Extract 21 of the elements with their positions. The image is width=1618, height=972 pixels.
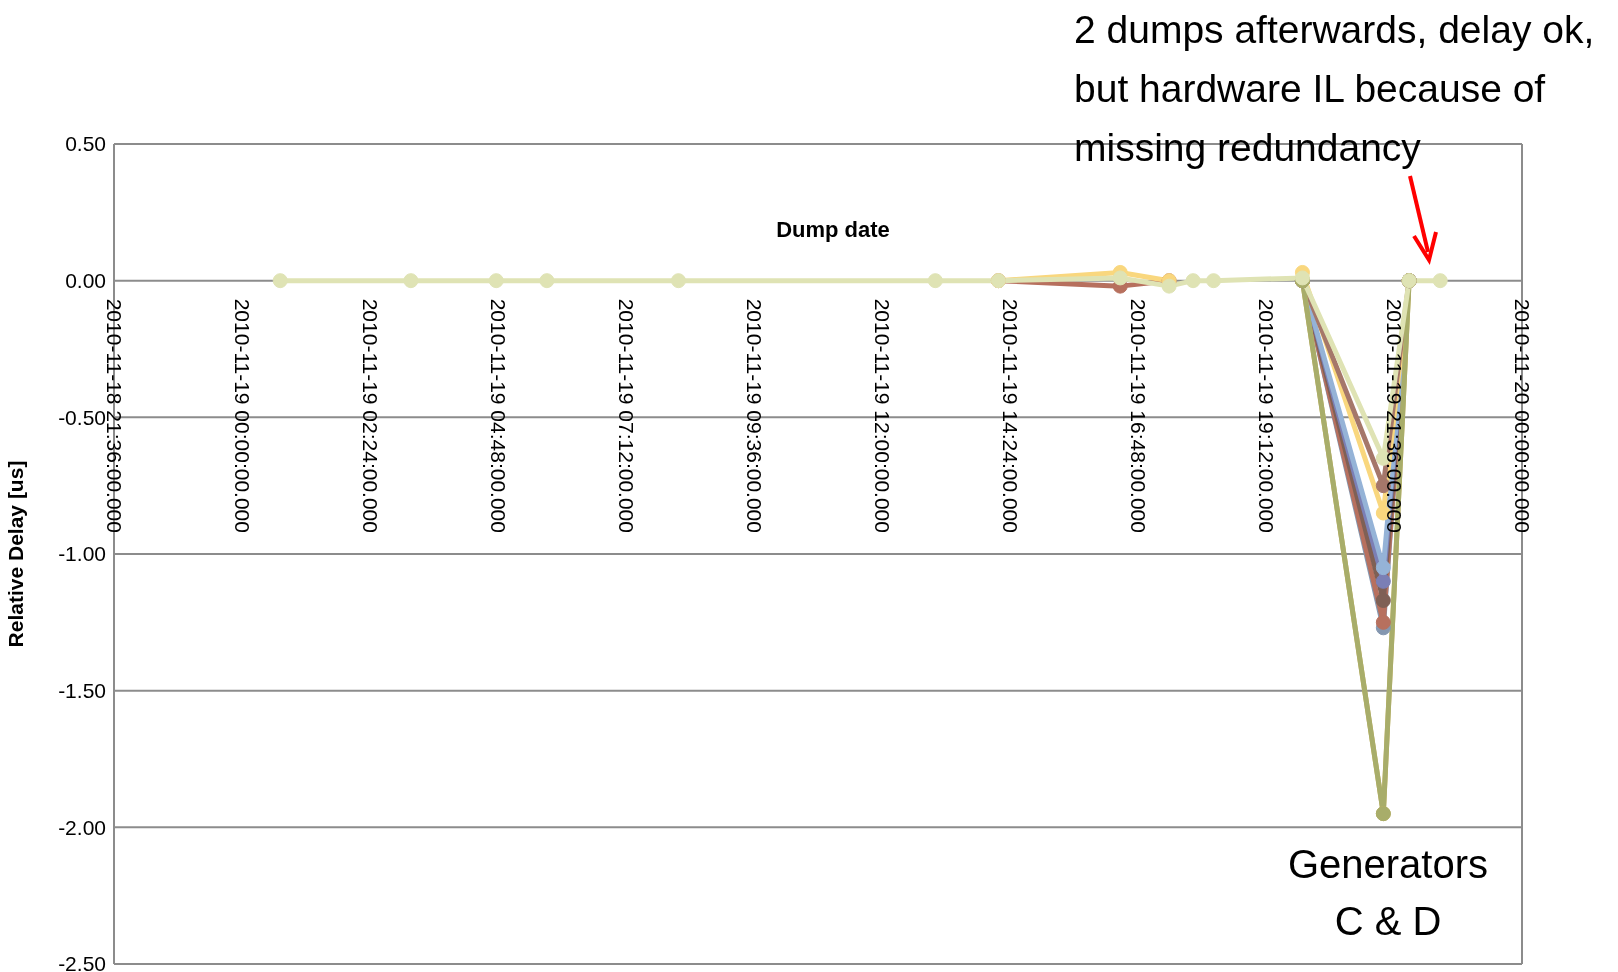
annotation: 2 dumps afterwards, delay ok, but hardware IL because of missing redundancy [1074, 7, 1596, 171]
y-axis-title: Relative Delay [us] [4, 460, 28, 648]
x-tick-label: 2010-11-19 14:24:00.000 [998, 298, 1022, 533]
x-tick-label: 2010-11-19 09:36:00.000 [742, 298, 766, 533]
x-axis-title: Dump date [776, 217, 890, 242]
x-tick-label: 2010-11-19 02:24:00.000 [358, 298, 382, 533]
y-tick-label: -1.50 [58, 679, 106, 703]
y-tick-label: -1.00 [58, 542, 106, 566]
x-tick-label: 2010-11-19 12:00:00.000 [870, 298, 894, 533]
x-tick-label: 2010-11-20 00:00:00.000 [1510, 298, 1534, 533]
x-tick-label: 2010-11-19 00:00:00.000 [230, 298, 254, 533]
y-tick-label: -2.00 [58, 815, 106, 839]
y-tick-label: -2.50 [58, 952, 106, 972]
x-tick-label: 2010-11-19 07:12:00.000 [614, 298, 638, 533]
x-tick-label: 2010-11-19 04:48:00.000 [486, 298, 510, 533]
x-tick-label: 2010-11-19 16:48:00.000 [1126, 298, 1150, 533]
annotation: Generators C & D [1286, 841, 1490, 945]
x-tick-label: 2010-11-19 19:12:00.000 [1254, 298, 1278, 533]
x-tick-label: 2010-11-19 21:36:00.000 [1382, 298, 1406, 533]
y-tick-label: 0.50 [65, 132, 106, 156]
y-tick-label: 0.00 [65, 269, 106, 293]
